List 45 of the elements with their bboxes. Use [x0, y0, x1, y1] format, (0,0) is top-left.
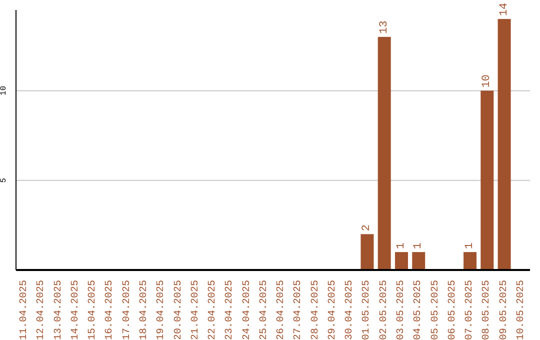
x-tick-label: 03.05.2025 — [396, 280, 407, 340]
x-tick-label: 15.04.2025 — [88, 280, 99, 340]
data-label: 1 — [412, 242, 425, 250]
x-tick-label: 17.04.2025 — [122, 280, 133, 340]
data-label: 13 — [378, 20, 390, 34]
x-tick-label: 24.04.2025 — [242, 280, 253, 340]
x-tick-label: 04.05.2025 — [413, 280, 424, 340]
x-tick-label: 12.04.2025 — [36, 280, 48, 340]
x-tick-label: 23.04.2025 — [224, 280, 236, 340]
data-label: 2 — [361, 224, 374, 232]
x-tick-label: 27.04.2025 — [293, 280, 304, 340]
x-tick-label: 08.05.2025 — [482, 280, 493, 340]
x-tick-label: 21.04.2025 — [190, 280, 202, 340]
x-tick-label: 02.05.2025 — [378, 280, 390, 340]
x-tick-label: 13.04.2025 — [53, 280, 64, 340]
bar — [498, 18, 511, 270]
bar — [360, 234, 374, 270]
bar — [378, 36, 391, 270]
data-label: 1 — [464, 242, 476, 250]
x-tick-label: 06.05.2025 — [447, 280, 458, 340]
x-tick-label: 29.04.2025 — [327, 280, 338, 340]
bar — [412, 252, 426, 270]
x-tick-label: 22.04.2025 — [208, 280, 219, 340]
x-tick-label: 11.04.2025 — [19, 280, 30, 340]
x-tick-label: 14.04.2025 — [70, 280, 82, 340]
x-tick-label: 26.04.2025 — [276, 280, 288, 340]
x-tick-label: 10.05.2025 — [516, 280, 527, 340]
x-tick-label: 07.05.2025 — [464, 280, 476, 340]
x-tick-label: 05.05.2025 — [430, 280, 442, 340]
x-tick-label: 19.04.2025 — [156, 280, 168, 340]
x-tick-label: 20.04.2025 — [173, 280, 184, 340]
x-tick-label: 18.04.2025 — [139, 280, 150, 340]
data-label: 14 — [498, 2, 510, 16]
bar — [480, 90, 494, 270]
x-tick-label: 16.04.2025 — [104, 280, 116, 340]
x-tick-label: 09.05.2025 — [498, 280, 510, 340]
bar — [464, 252, 477, 270]
x-tick-label: 30.04.2025 — [344, 280, 356, 340]
x-tick-label: 25.04.2025 — [258, 280, 270, 340]
bar — [394, 252, 408, 270]
data-label: 1 — [395, 242, 408, 250]
data-label: 10 — [481, 74, 494, 88]
x-tick-label: 01.05.2025 — [362, 280, 373, 340]
y-tick-label: 5 — [0, 178, 8, 183]
x-tick-label: 28.04.2025 — [310, 280, 322, 340]
